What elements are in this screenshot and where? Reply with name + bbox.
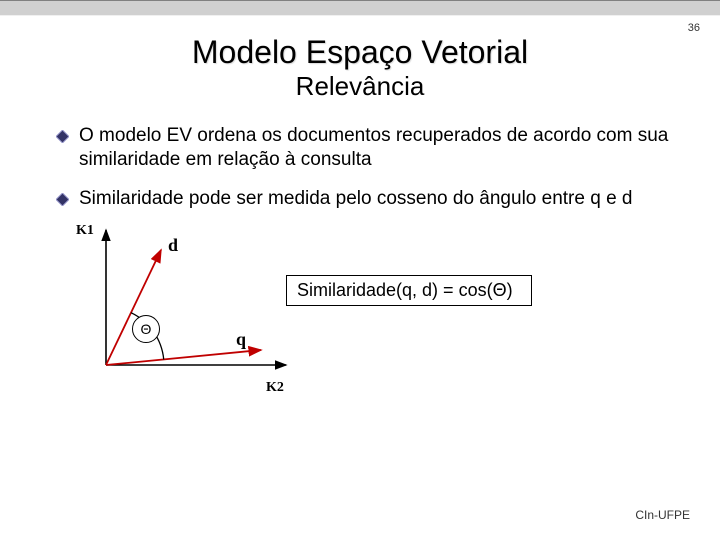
k2-axis-label: K2 — [266, 380, 284, 396]
slide-title: Modelo Espaço Vetorial — [0, 34, 720, 71]
bullet-text: Similaridade pode ser medida pelo cossen… — [79, 187, 632, 211]
bullet-item: Similaridade pode ser medida pelo cossen… — [56, 187, 680, 211]
bullet-item: O modelo EV ordena os documentos recuper… — [56, 124, 680, 173]
bullet-list: O modelo EV ordena os documentos recuper… — [56, 124, 680, 211]
diamond-icon — [56, 130, 69, 143]
diamond-icon — [56, 193, 69, 206]
k1-axis-label: K1 — [76, 223, 94, 239]
d-vector-label: d — [168, 235, 178, 256]
bullet-text: O modelo EV ordena os documentos recuper… — [79, 124, 680, 173]
vector-diagram: K1 d q K2 Θ Similaridade(q, d) = cos(Θ) — [56, 225, 720, 425]
q-vector-label: q — [236, 329, 246, 350]
slide-number: 36 — [688, 22, 700, 34]
theta-label-circle: Θ — [132, 315, 160, 343]
footer-text: CIn-UFPE — [635, 508, 690, 522]
similarity-formula: Similaridade(q, d) = cos(Θ) — [286, 275, 532, 306]
theta-label: Θ — [141, 321, 152, 337]
slide-subtitle: Relevância — [0, 71, 720, 102]
top-bar — [0, 0, 720, 16]
